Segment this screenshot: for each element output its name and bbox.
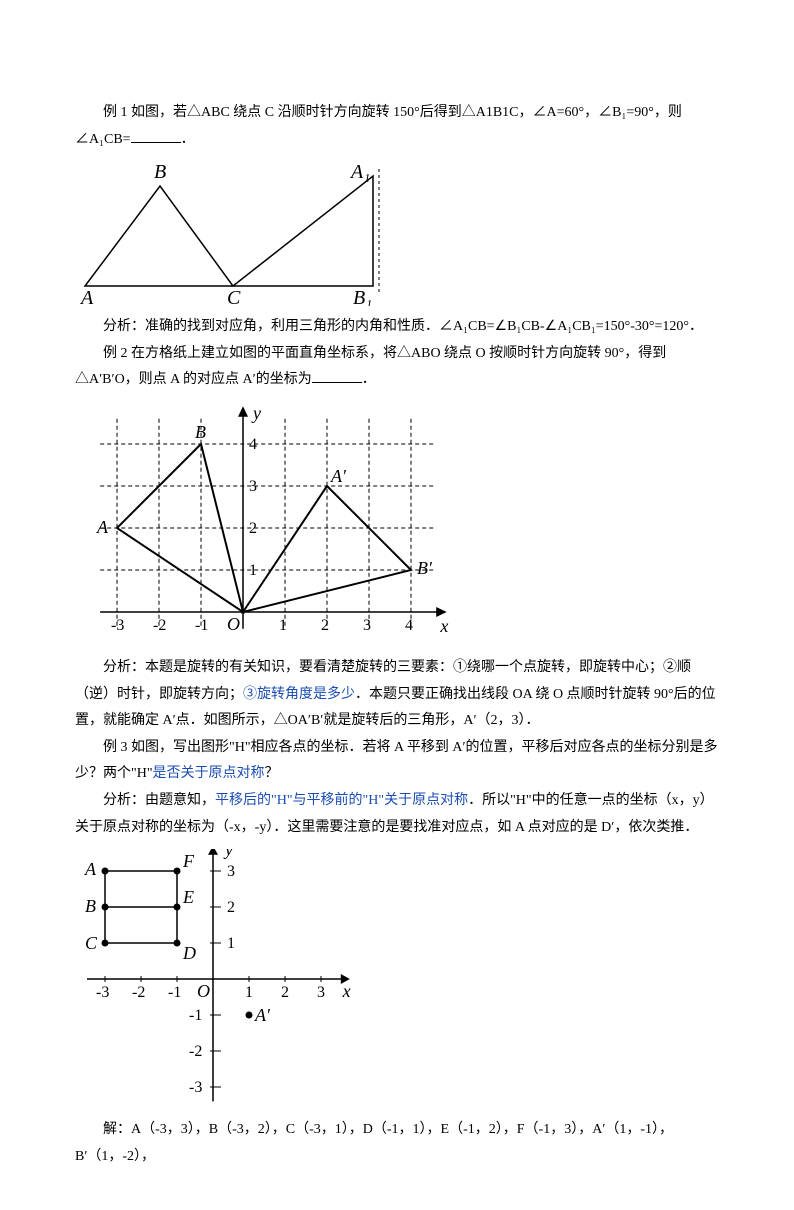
svg-text:B: B (85, 896, 96, 916)
ex3-blue2: 平移后的"H"与平移前的"H"关于原点对称 (215, 793, 468, 808)
ex1-analysis: 分析：准确的找到对应角，利用三角形的内角和性质．∠A₁CB=∠B₁CB-∠A₁C… (75, 314, 719, 341)
svg-text:1: 1 (227, 935, 235, 952)
svg-text:3: 3 (363, 617, 371, 634)
svg-text:C: C (85, 933, 98, 953)
svg-text:-2: -2 (132, 984, 145, 1001)
svg-text:-1: -1 (195, 617, 208, 634)
svg-text:3: 3 (227, 863, 235, 880)
solution-text: 解：A（-3，3），B（-3，2），C（-3，1），D（-1，1），E（-1，2… (75, 1117, 719, 1170)
svg-text:2: 2 (281, 984, 289, 1001)
svg-text:B₁: B₁ (353, 287, 372, 306)
svg-text:-3: -3 (96, 984, 109, 1001)
svg-text:y: y (251, 403, 261, 423)
ex3-analysis: 分析：由题意知，平移后的"H"与平移前的"H"关于原点对称．所以"H"中的任意一… (75, 788, 719, 841)
svg-text:C: C (227, 287, 241, 306)
svg-text:1: 1 (249, 562, 257, 579)
figure-2: -3 -2 -1 1 2 3 4 1 2 3 4 Ox y A B A′ B′ (75, 402, 719, 647)
blank2 (312, 368, 362, 383)
svg-text:2: 2 (249, 520, 257, 537)
figure-3: -3 -2 -1 1 2 3 1 2 3 -1 -2 -3 Ox y ABC D EF A′ (75, 849, 719, 1109)
svg-text:A₁: A₁ (349, 161, 370, 183)
svg-text:O: O (197, 981, 210, 1001)
svg-text:-3: -3 (111, 617, 124, 634)
svg-text:A: A (84, 859, 97, 879)
svg-text:-2: -2 (189, 1043, 202, 1060)
svg-text:B: B (195, 422, 206, 442)
svg-text:4: 4 (249, 436, 257, 453)
blank1 (131, 128, 181, 143)
example1-text: 例 1 如图，若△ABC 绕点 C 沿顺时针方向旋转 150°后得到△A1B1C… (75, 100, 719, 153)
svg-text:3: 3 (249, 478, 257, 495)
ex3-t2: ？ (265, 766, 279, 781)
svg-text:B′: B′ (417, 558, 433, 578)
figure-1: A B C A₁ B₁ (75, 161, 719, 306)
svg-text:-1: -1 (189, 1007, 202, 1024)
svg-text:E: E (182, 887, 194, 907)
ex2-q2: ． (362, 372, 376, 387)
ex2-blue: ③旋转角度是多少 (243, 687, 355, 702)
ex3-a1: 分析：由题意知， (103, 793, 215, 808)
svg-text:A′: A′ (330, 466, 347, 486)
svg-text:A: A (79, 287, 94, 306)
svg-text:D: D (182, 943, 196, 963)
svg-text:4: 4 (405, 617, 413, 634)
svg-text:-3: -3 (189, 1079, 202, 1096)
svg-text:2: 2 (227, 899, 235, 916)
ex1-q2: ． (181, 132, 195, 147)
svg-text:B: B (154, 161, 166, 183)
svg-text:2: 2 (321, 617, 329, 634)
example2-text: 例 2 在方格纸上建立如图的平面直角坐标系，将△ABO 绕点 O 按顺时针方向旋… (75, 341, 719, 394)
svg-text:x: x (342, 981, 351, 1001)
svg-text:3: 3 (317, 984, 325, 1001)
ex3-blue1: 是否关于原点对称 (153, 766, 265, 781)
svg-text:-2: -2 (153, 617, 166, 634)
svg-text:1: 1 (279, 617, 287, 634)
svg-text:x: x (439, 616, 448, 636)
svg-text:1: 1 (245, 984, 253, 1001)
svg-text:A′: A′ (254, 1005, 271, 1025)
example3-text: 例 3 如图，写出图形"H"相应各点的坐标．若将 A 平移到 A′的位置，平移后… (75, 735, 719, 788)
svg-text:F: F (182, 851, 195, 871)
svg-text:O: O (227, 614, 240, 634)
svg-text:A: A (96, 517, 109, 537)
svg-text:y: y (223, 849, 233, 859)
ex2-analysis: 分析：本题是旋转的有关知识，要看清楚旋转的三要素：①绕哪一个点旋转，即旋转中心；… (75, 655, 719, 735)
svg-text:-1: -1 (168, 984, 181, 1001)
